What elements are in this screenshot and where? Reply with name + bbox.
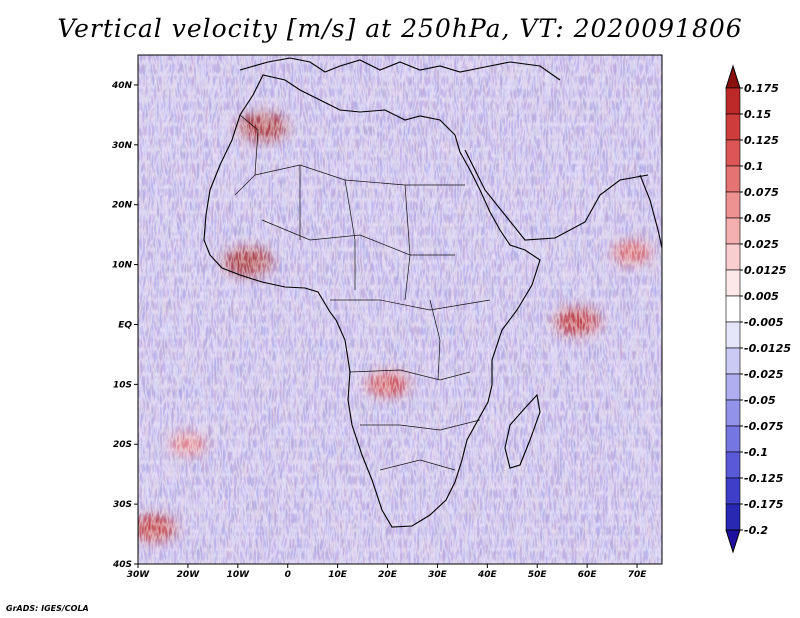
lon-tick-label: 60E: [578, 570, 598, 580]
lon-tick-label: 20W: [177, 570, 201, 580]
colorbar-label: -0.025: [744, 368, 784, 381]
colorbar-segment: [725, 165, 741, 193]
lat-tick-label: 30N: [112, 141, 133, 151]
colorbar: 0.175 0.15 0.125 0.1 0.075 0.05 0.025 0.0125 0.0…: [725, 64, 791, 554]
lat-tick-label: EQ: [118, 320, 132, 330]
latitude-axis: 40N 30N 20N 10N EQ 10S 20S 30S 40S: [111, 81, 138, 570]
colorbar-label: 0.05: [744, 212, 771, 225]
colorbar-segment: [725, 503, 741, 531]
lat-tick-label: 10N: [112, 261, 133, 271]
colorbar-bottom-arrow: [725, 529, 741, 554]
lat-tick-label: 20S: [113, 440, 132, 450]
grads-credit: GrADS: IGES/COLA: [6, 604, 89, 613]
field-layer: [138, 55, 662, 564]
colorbar-segment: [725, 373, 741, 401]
colorbar-segment: [725, 269, 741, 297]
arabia-coastline: [464, 149, 649, 241]
lon-tick-label: 70E: [628, 570, 648, 580]
colorbar-segment: [725, 191, 741, 219]
colorbar-segment: [725, 321, 741, 349]
lon-tick-label: 10W: [227, 570, 251, 580]
colorbar-segment: [725, 451, 741, 479]
madagascar-coastline: [504, 393, 541, 469]
colorbar-segment: [725, 243, 741, 271]
africa-coastline: [203, 74, 541, 528]
lat-tick-label: 40N: [111, 81, 133, 91]
plot-frame: [137, 54, 663, 565]
colorbar-label: 0.0125: [744, 264, 787, 277]
colorbar-segment: [725, 425, 741, 453]
colorbar-segment: [725, 113, 741, 141]
colorbar-label: -0.1: [744, 446, 768, 459]
map-title: Vertical velocity [m/s] at 250hPa, VT: 2…: [57, 14, 743, 43]
colorbar-label: 0.1: [744, 160, 764, 173]
colorbar-label: -0.175: [744, 498, 784, 511]
colorbar-label: 0.075: [744, 186, 779, 199]
lat-tick-label: 20N: [112, 201, 133, 211]
colorbar-segment: [725, 477, 741, 505]
colorbar-label: 0.005: [744, 290, 779, 303]
lon-tick-label: 30E: [428, 570, 448, 580]
colorbar-segment: [725, 87, 741, 115]
field-streaks: [138, 55, 662, 564]
colorbar-segment: [725, 347, 741, 375]
lon-tick-label: 0: [285, 570, 291, 580]
coastline: [203, 57, 662, 528]
colorbar-label: -0.005: [744, 316, 784, 329]
longitude-axis: 30W 20W 10W 0 10E 20E 30E 40E 50E 60E 70E: [127, 564, 647, 580]
colorbar-segment: [725, 139, 741, 167]
colorbar-label: 0.175: [744, 82, 779, 95]
lat-tick-label: 40S: [112, 560, 132, 570]
lon-tick-label: 50E: [528, 570, 548, 580]
lat-tick-label: 10S: [113, 380, 132, 390]
lon-tick-label: 40E: [477, 570, 498, 580]
colorbar-label: -0.0125: [744, 342, 791, 355]
colorbar-label: 0.15: [744, 108, 771, 121]
colorbar-segment: [725, 295, 741, 323]
colorbar-label: 0.025: [744, 238, 779, 251]
lon-tick-label: 10E: [328, 570, 348, 580]
colorbar-label: -0.2: [744, 524, 768, 537]
colorbar-label: 0.125: [744, 134, 779, 147]
colorbar-segment: [725, 399, 741, 427]
lat-tick-label: 30S: [113, 500, 132, 510]
colorbar-label: -0.075: [744, 420, 784, 433]
country-borders: [234, 114, 491, 471]
colorbar-label: -0.05: [744, 394, 776, 407]
colorbar-label: -0.125: [744, 472, 784, 485]
europe-coastline: [239, 57, 561, 81]
lon-tick-label: 20E: [378, 570, 398, 580]
colorbar-top-arrow: [725, 64, 741, 89]
colorbar-segment: [725, 217, 741, 245]
india-coastline: [639, 174, 662, 249]
lon-tick-label: 30W: [127, 570, 151, 580]
